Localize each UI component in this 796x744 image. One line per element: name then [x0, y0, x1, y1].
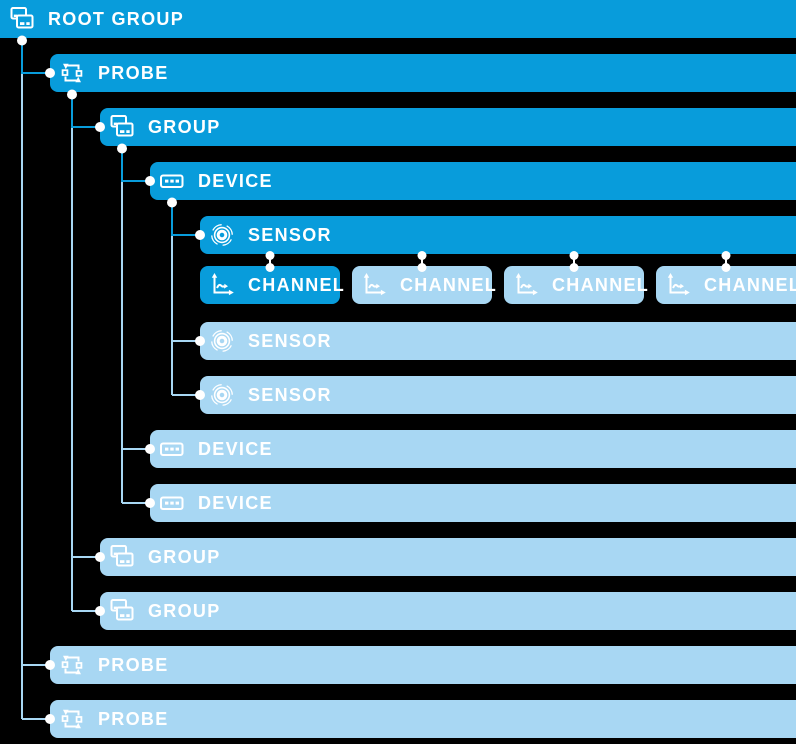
- node-label: GROUP: [148, 116, 221, 137]
- sensor-icon: [209, 222, 235, 248]
- node-label: GROUP: [148, 600, 221, 621]
- channel-node: CHANNEL: [656, 266, 796, 304]
- sensor-node: SENSOR: [200, 376, 796, 414]
- group-icon: [9, 6, 35, 32]
- device-node: DEVICE: [150, 484, 796, 522]
- node-label: GROUP: [148, 546, 221, 567]
- group-node: GROUP: [100, 108, 796, 146]
- probe-icon: [59, 652, 85, 678]
- channel-node: CHANNEL: [200, 266, 344, 304]
- probe-node: PROBE: [50, 646, 796, 684]
- probe-icon: [59, 60, 85, 86]
- node-label: ROOT GROUP: [48, 8, 185, 29]
- node-label: PROBE: [98, 62, 169, 83]
- channel-icon: [361, 272, 387, 298]
- device-icon: [159, 436, 185, 462]
- node-label: CHANNEL: [552, 274, 650, 295]
- group-icon: [109, 544, 135, 570]
- group-icon: [109, 114, 135, 140]
- group-icon: [109, 598, 135, 624]
- channel-icon: [665, 272, 691, 298]
- group-node: GROUP: [100, 592, 796, 630]
- group-node: GROUP: [100, 538, 796, 576]
- sensor-icon: [209, 382, 235, 408]
- root-group-node: ROOT GROUP: [0, 0, 796, 38]
- node-label: PROBE: [98, 708, 169, 729]
- node-label: CHANNEL: [248, 274, 346, 295]
- probe-icon: [59, 706, 85, 732]
- node-label: PROBE: [98, 654, 169, 675]
- node-label: DEVICE: [198, 170, 273, 191]
- node-label: SENSOR: [248, 224, 332, 245]
- node-label: CHANNEL: [704, 274, 796, 295]
- sensor-node: SENSOR: [200, 322, 796, 360]
- sensor-node: SENSOR: [200, 216, 796, 254]
- device-icon: [159, 168, 185, 194]
- channel-icon: [513, 272, 539, 298]
- probe-node: PROBE: [50, 700, 796, 738]
- node-label: DEVICE: [198, 492, 273, 513]
- device-node: DEVICE: [150, 430, 796, 468]
- node-label: SENSOR: [248, 384, 332, 405]
- device-icon: [159, 490, 185, 516]
- sensor-icon: [209, 328, 235, 354]
- node-label: CHANNEL: [400, 274, 498, 295]
- probe-node: PROBE: [50, 54, 796, 92]
- device-node: DEVICE: [150, 162, 796, 200]
- node-label: SENSOR: [248, 330, 332, 351]
- channel-node: CHANNEL: [504, 266, 648, 304]
- node-label: DEVICE: [198, 438, 273, 459]
- channel-node: CHANNEL: [352, 266, 496, 304]
- channel-icon: [209, 272, 235, 298]
